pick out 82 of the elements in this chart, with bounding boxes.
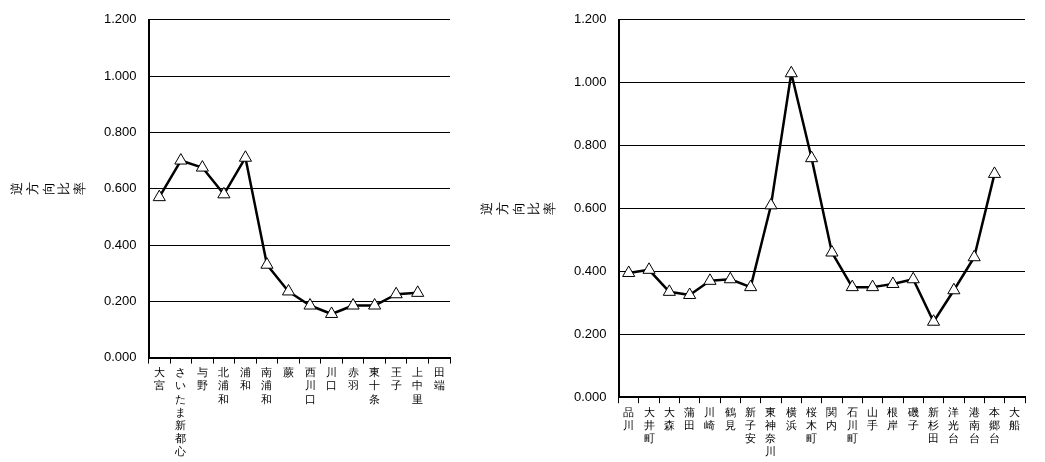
x-tick-label: 品川 (623, 405, 635, 432)
point (622, 265, 636, 277)
y-tick-label: 1.000 (573, 74, 607, 90)
point (784, 65, 798, 78)
y-tick-label: 0.000 (103, 349, 137, 365)
x-tick-label: 東神奈川 (765, 405, 777, 458)
y-axis-title: 逆方向比率 (9, 182, 87, 196)
x-tick-label: 川口 (326, 366, 338, 392)
point (325, 306, 339, 318)
point (744, 279, 758, 292)
point (174, 153, 188, 165)
x-tick-label: 新子安 (745, 405, 757, 445)
point (723, 271, 737, 284)
point (845, 279, 859, 292)
x-tick-label: 大宮 (153, 366, 165, 392)
point (411, 285, 425, 297)
point (152, 189, 166, 202)
y-axis-title: 逆方向比率 (479, 202, 557, 215)
x-tick-label: 大船 (1009, 405, 1021, 432)
x-tick-label: 東十条 (369, 366, 381, 405)
x-tick-label: 山手 (867, 405, 879, 432)
point (303, 298, 317, 310)
y-tick-label: 0.800 (573, 137, 607, 153)
x-tick-label: 根岸 (887, 405, 899, 432)
point (703, 273, 717, 285)
y-tick-label: 0.200 (103, 292, 137, 308)
x-tick-label: 桜木町 (806, 405, 818, 445)
point (368, 298, 382, 310)
y-tick-label: 1.000 (103, 67, 137, 83)
x-tick-label: 上中里 (412, 366, 424, 405)
point (238, 150, 252, 162)
y-tick-label: 0.400 (573, 262, 607, 278)
y-tick-label: 0.200 (573, 325, 607, 341)
x-tick-label: 与野 (196, 366, 208, 392)
x-tick-label: 磯子 (906, 405, 919, 432)
point (947, 282, 961, 295)
point (906, 271, 920, 284)
point (389, 286, 403, 299)
x-tick-label: 王子 (390, 366, 402, 392)
x-tick-label: 大井町 (643, 405, 655, 445)
point (260, 257, 274, 269)
x-tick-label: 関内 (826, 405, 838, 432)
x-tick-label: 北浦和 (218, 366, 230, 405)
x-tick-label: 蕨 (283, 366, 294, 379)
point (825, 245, 839, 257)
x-tick-label: 本郷台 (989, 405, 1001, 445)
x-tick-label: 鶴見 (724, 405, 736, 432)
point (967, 249, 981, 262)
y-tick-label: 0.400 (103, 236, 137, 252)
x-tick-label: 川崎 (704, 405, 716, 432)
y-tick-label: 0.800 (103, 123, 137, 139)
x-tick-label: 洋光台 (948, 405, 960, 445)
x-tick-label: 南浦和 (261, 366, 273, 405)
point (764, 197, 778, 210)
point (683, 287, 697, 299)
x-tick-label: 蒲田 (684, 405, 696, 432)
y-tick-label: 0.600 (573, 200, 607, 216)
point (195, 160, 209, 172)
y-tick-label: 0.000 (573, 388, 607, 404)
y-tick-label: 0.600 (103, 180, 137, 196)
point (987, 166, 1002, 178)
point (346, 298, 360, 310)
y-tick-label: 1.200 (103, 11, 137, 27)
x-tick-label: 赤羽 (347, 366, 359, 392)
point (805, 150, 819, 163)
x-tick-label: 田端 (433, 366, 445, 392)
x-tick-label: 港南台 (968, 405, 980, 445)
point (217, 186, 231, 199)
x-tick-label: さいたま新都心 (174, 366, 187, 458)
point (281, 283, 296, 296)
y-tick-label: 1.200 (573, 11, 607, 27)
point (886, 276, 900, 288)
x-tick-label: 石川町 (846, 405, 858, 445)
point (866, 279, 880, 292)
x-tick-label: 横浜 (785, 405, 797, 432)
x-tick-label: 大森 (663, 405, 675, 432)
point (642, 262, 656, 274)
point (662, 284, 676, 296)
x-tick-label: 西川口 (304, 366, 316, 405)
x-tick-label: 浦和 (239, 366, 251, 392)
point (926, 314, 941, 326)
x-tick-label: 新杉田 (927, 405, 940, 445)
